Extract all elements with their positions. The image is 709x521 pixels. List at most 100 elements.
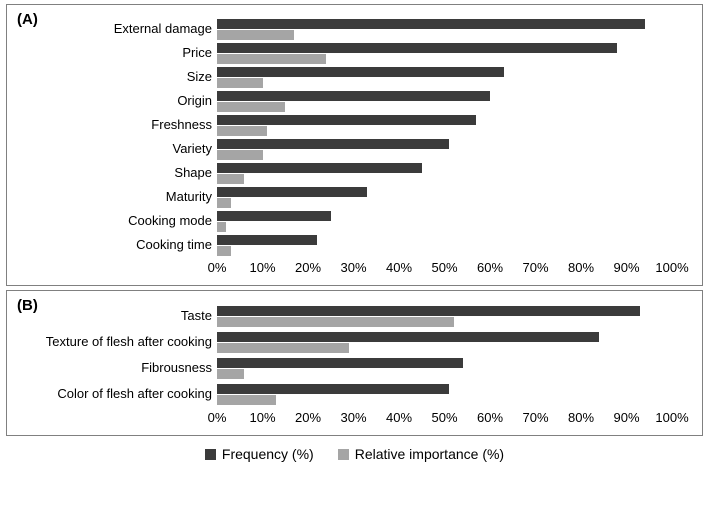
bars-container [217, 17, 672, 41]
bar-relative-importance [217, 343, 349, 353]
bar-row: External damage [217, 17, 672, 41]
category-label: Size [17, 70, 212, 84]
x-tick-label: 10% [249, 410, 275, 425]
bar-row: Variety [217, 137, 672, 161]
legend-item-relative_importance: Relative importance (%) [338, 446, 504, 462]
bar-frequency [217, 211, 331, 221]
bars-container [217, 185, 672, 209]
bar-row: Maturity [217, 185, 672, 209]
legend: Frequency (%) Relative importance (%) [6, 440, 703, 465]
category-label: Cooking time [17, 238, 212, 252]
bar-relative-importance [217, 317, 454, 327]
x-tick-label: 30% [340, 410, 366, 425]
bar-relative-importance [217, 102, 285, 112]
x-tick-label: 0% [208, 260, 227, 275]
figure-root: (A)External damagePriceSizeOriginFreshne… [0, 0, 709, 469]
x-tick-label: 30% [340, 260, 366, 275]
bar-relative-importance [217, 30, 294, 40]
bar-frequency [217, 187, 367, 197]
legend-item-frequency: Frequency (%) [205, 446, 314, 462]
bar-relative-importance [217, 222, 226, 232]
bar-frequency [217, 384, 449, 394]
legend-label: Relative importance (%) [355, 446, 504, 462]
bar-row: Texture of flesh after cooking [217, 329, 672, 355]
bar-row: Origin [217, 89, 672, 113]
bars-container [217, 41, 672, 65]
category-label: Maturity [17, 190, 212, 204]
x-tick-label: 0% [208, 410, 227, 425]
bars-container [217, 137, 672, 161]
bar-frequency [217, 306, 640, 316]
bar-relative-importance [217, 395, 276, 405]
x-tick-label: 70% [522, 410, 548, 425]
plot-area: External damagePriceSizeOriginFreshnessV… [217, 17, 672, 257]
bar-frequency [217, 235, 317, 245]
x-tick-label: 50% [431, 260, 457, 275]
bar-row: Shape [217, 161, 672, 185]
bar-row: Freshness [217, 113, 672, 137]
bar-relative-importance [217, 246, 231, 256]
x-tick-label: 100% [655, 260, 688, 275]
bars-container [217, 113, 672, 137]
category-label: Variety [17, 142, 212, 156]
x-tick-label: 70% [522, 260, 548, 275]
bar-frequency [217, 163, 422, 173]
x-tick-label: 90% [613, 410, 639, 425]
bars-container [217, 233, 672, 257]
bar-frequency [217, 43, 617, 53]
category-label: Fibrousness [17, 361, 212, 375]
x-tick-label: 60% [477, 410, 503, 425]
x-tick-label: 80% [568, 410, 594, 425]
bars-container [217, 329, 672, 355]
bar-row: Cooking time [217, 233, 672, 257]
panel-a: (A)External damagePriceSizeOriginFreshne… [6, 4, 703, 286]
category-label: Shape [17, 166, 212, 180]
panel-b: (B)TasteTexture of flesh after cookingFi… [6, 290, 703, 436]
category-label: External damage [17, 22, 212, 36]
bar-relative-importance [217, 126, 267, 136]
bars-container [217, 161, 672, 185]
bars-container [217, 303, 672, 329]
bar-row: Size [217, 65, 672, 89]
x-tick-label: 20% [295, 260, 321, 275]
category-label: Cooking mode [17, 214, 212, 228]
category-label: Price [17, 46, 212, 60]
bar-frequency [217, 358, 463, 368]
x-tick-label: 80% [568, 260, 594, 275]
bars-container [217, 355, 672, 381]
bars-container [217, 381, 672, 407]
category-label: Texture of flesh after cooking [17, 335, 212, 349]
bars-container [217, 65, 672, 89]
x-tick-label: 100% [655, 410, 688, 425]
category-label: Taste [17, 309, 212, 323]
x-tick-label: 60% [477, 260, 503, 275]
legend-swatch [205, 449, 216, 460]
bars-container [217, 89, 672, 113]
bar-relative-importance [217, 369, 244, 379]
bar-row: Price [217, 41, 672, 65]
category-label: Origin [17, 94, 212, 108]
x-tick-label: 20% [295, 410, 321, 425]
bar-relative-importance [217, 78, 263, 88]
x-axis: 0%10%20%30%40%50%60%70%80%90%100% [217, 257, 672, 279]
bar-frequency [217, 67, 504, 77]
bar-frequency [217, 139, 449, 149]
bars-container [217, 209, 672, 233]
x-tick-label: 40% [386, 260, 412, 275]
bar-frequency [217, 91, 490, 101]
bar-relative-importance [217, 54, 326, 64]
bar-row: Taste [217, 303, 672, 329]
x-tick-label: 40% [386, 410, 412, 425]
bar-row: Fibrousness [217, 355, 672, 381]
bar-relative-importance [217, 174, 244, 184]
category-label: Color of flesh after cooking [17, 387, 212, 401]
bar-relative-importance [217, 150, 263, 160]
legend-swatch [338, 449, 349, 460]
bar-frequency [217, 115, 476, 125]
x-tick-label: 90% [613, 260, 639, 275]
category-label: Freshness [17, 118, 212, 132]
plot-area: TasteTexture of flesh after cookingFibro… [217, 303, 672, 407]
bar-frequency [217, 19, 645, 29]
x-tick-label: 10% [249, 260, 275, 275]
bar-frequency [217, 332, 599, 342]
